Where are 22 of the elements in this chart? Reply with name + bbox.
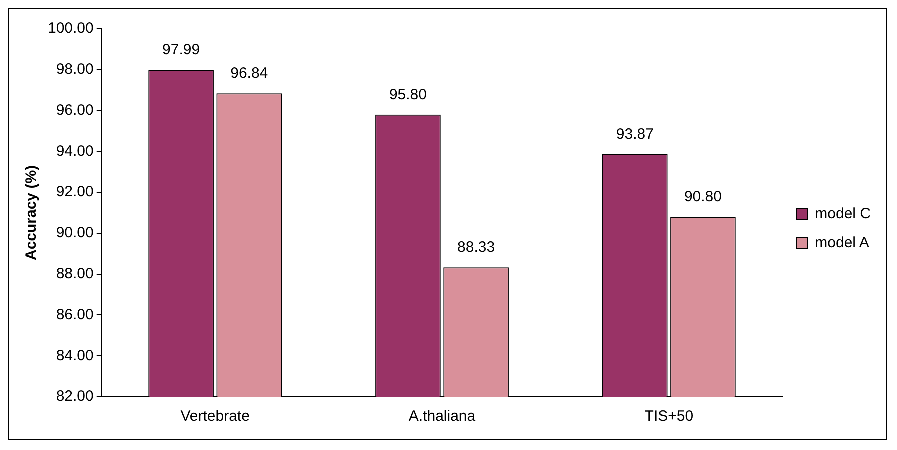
y-axis-title: Accuracy (%) [23, 165, 40, 261]
y-tick-label: 98.00 [56, 61, 94, 78]
y-tick-label: 90.00 [56, 224, 94, 242]
y-tick-label: 88.00 [56, 265, 94, 282]
y-tick-label: 86.00 [56, 306, 94, 324]
data-label: 90.80 [684, 188, 722, 206]
data-label: 88.33 [458, 239, 496, 256]
data-label: 95.80 [389, 86, 427, 104]
y-tick-label: 94.00 [56, 142, 94, 160]
y-tick-label: 82.00 [56, 388, 94, 406]
y-tick-label: 96.00 [56, 102, 94, 119]
legend-label: model A [815, 234, 870, 252]
y-tick-label: 100.00 [48, 20, 94, 38]
data-label: 96.84 [230, 65, 268, 82]
y-tick-label: 92.00 [56, 184, 94, 201]
legend-label: model C [815, 206, 872, 223]
data-label: 97.99 [162, 42, 200, 59]
x-tick-label: TIS+50 [644, 408, 694, 426]
x-tick-label: A.thaliana [408, 408, 476, 426]
x-tick-label: Vertebrate [180, 408, 250, 426]
y-tick-label: 84.00 [56, 347, 94, 364]
data-label: 93.87 [616, 126, 654, 143]
